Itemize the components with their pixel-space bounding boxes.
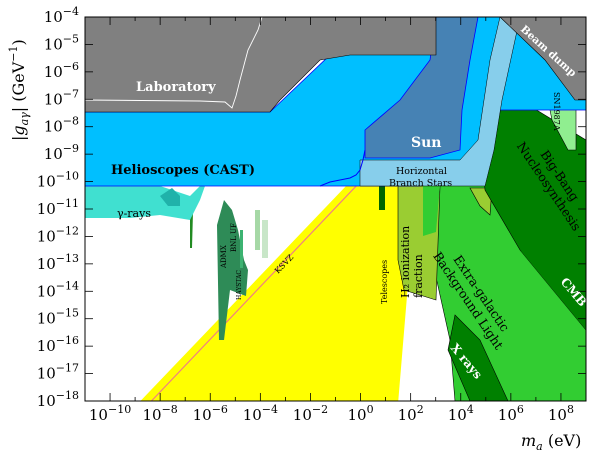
y-tick-label: 10−16 bbox=[37, 334, 79, 355]
y-tick-label: 10−6 bbox=[44, 60, 79, 81]
x-tick-label: 10−8 bbox=[142, 403, 177, 424]
label-telescopes: Telescopes bbox=[380, 260, 389, 304]
gamma-rays-dark bbox=[160, 188, 180, 206]
x-tick-label: 100 bbox=[348, 403, 374, 424]
haloscope-spike-4 bbox=[255, 210, 260, 250]
haloscopes-region bbox=[217, 200, 248, 340]
x-tick-label: 106 bbox=[498, 403, 524, 424]
laboratory-curve bbox=[85, 17, 263, 109]
label-laboratory: Laboratory bbox=[136, 80, 216, 95]
xrays-region bbox=[447, 314, 509, 401]
y-tick-label: 10−17 bbox=[37, 362, 79, 383]
haloscope-spike-3 bbox=[240, 230, 243, 268]
sun-region bbox=[364, 17, 479, 159]
y-tick-label: 10−4 bbox=[44, 5, 79, 26]
x-tick-label: 10−4 bbox=[243, 403, 278, 424]
beam-dump-region bbox=[499, 17, 586, 101]
haloscope-spike-5 bbox=[262, 220, 268, 258]
x-tick-label: 108 bbox=[548, 403, 574, 424]
axis-ticks: 10−10 10−8 10−6 10−4 10−2 100 102 104 106 108 10−1… bbox=[37, 5, 587, 424]
hb-stars-region bbox=[359, 17, 521, 187]
x-tick-label: 10−6 bbox=[193, 403, 228, 424]
x-tick-label: 104 bbox=[448, 403, 474, 424]
ksvz-band bbox=[140, 140, 420, 401]
label-admx: ADMX bbox=[220, 245, 228, 269]
label-sun: Sun bbox=[411, 135, 441, 151]
haloscope-spike-2 bbox=[190, 212, 193, 248]
x-tick-label: 10−10 bbox=[89, 403, 131, 424]
label-hb-stars-1: Horizontal bbox=[396, 166, 447, 177]
y-tick-label: 10−18 bbox=[37, 389, 79, 410]
y-tick-label: 10−11 bbox=[37, 197, 79, 218]
y-tick-label: 10−15 bbox=[37, 307, 79, 328]
y-tick-label: 10−5 bbox=[44, 32, 79, 53]
label-hb-stars-2: Branch Stars bbox=[389, 178, 452, 189]
label-sn1987a: SN1987A bbox=[552, 92, 561, 131]
y-tick-label: 10−10 bbox=[37, 170, 79, 191]
cmb-region bbox=[520, 250, 586, 330]
plot-area: Laboratory Helioscopes (CAST) Sun Horizo… bbox=[85, 17, 586, 401]
y-tick-label: 10−12 bbox=[37, 224, 79, 245]
label-gamma-rays: γ-rays bbox=[117, 207, 151, 220]
label-haystac: HAYSTAC bbox=[236, 270, 243, 300]
y-tick-label: 10−8 bbox=[44, 115, 79, 136]
telescopes-region bbox=[379, 180, 385, 210]
label-bnl-uf: BNL UF bbox=[230, 223, 238, 252]
y-tick-label: 10−7 bbox=[44, 87, 79, 108]
x-tick-label: 10−2 bbox=[293, 403, 328, 424]
label-helioscopes: Helioscopes (CAST) bbox=[111, 163, 255, 178]
label-h2-ionization: H₂ ionization fraction bbox=[399, 222, 425, 298]
x-axis-label: ma (eV) bbox=[521, 431, 581, 453]
light-green-patch bbox=[423, 186, 440, 236]
ksvz-line bbox=[150, 139, 401, 401]
y-tick-label: 10−13 bbox=[37, 252, 79, 273]
laboratory-region bbox=[85, 17, 437, 113]
cast-edge bbox=[319, 149, 366, 187]
x-tick-label: 102 bbox=[398, 403, 424, 424]
y-tick-label: 10−9 bbox=[44, 142, 79, 163]
y-tick-label: 10−14 bbox=[37, 279, 79, 300]
